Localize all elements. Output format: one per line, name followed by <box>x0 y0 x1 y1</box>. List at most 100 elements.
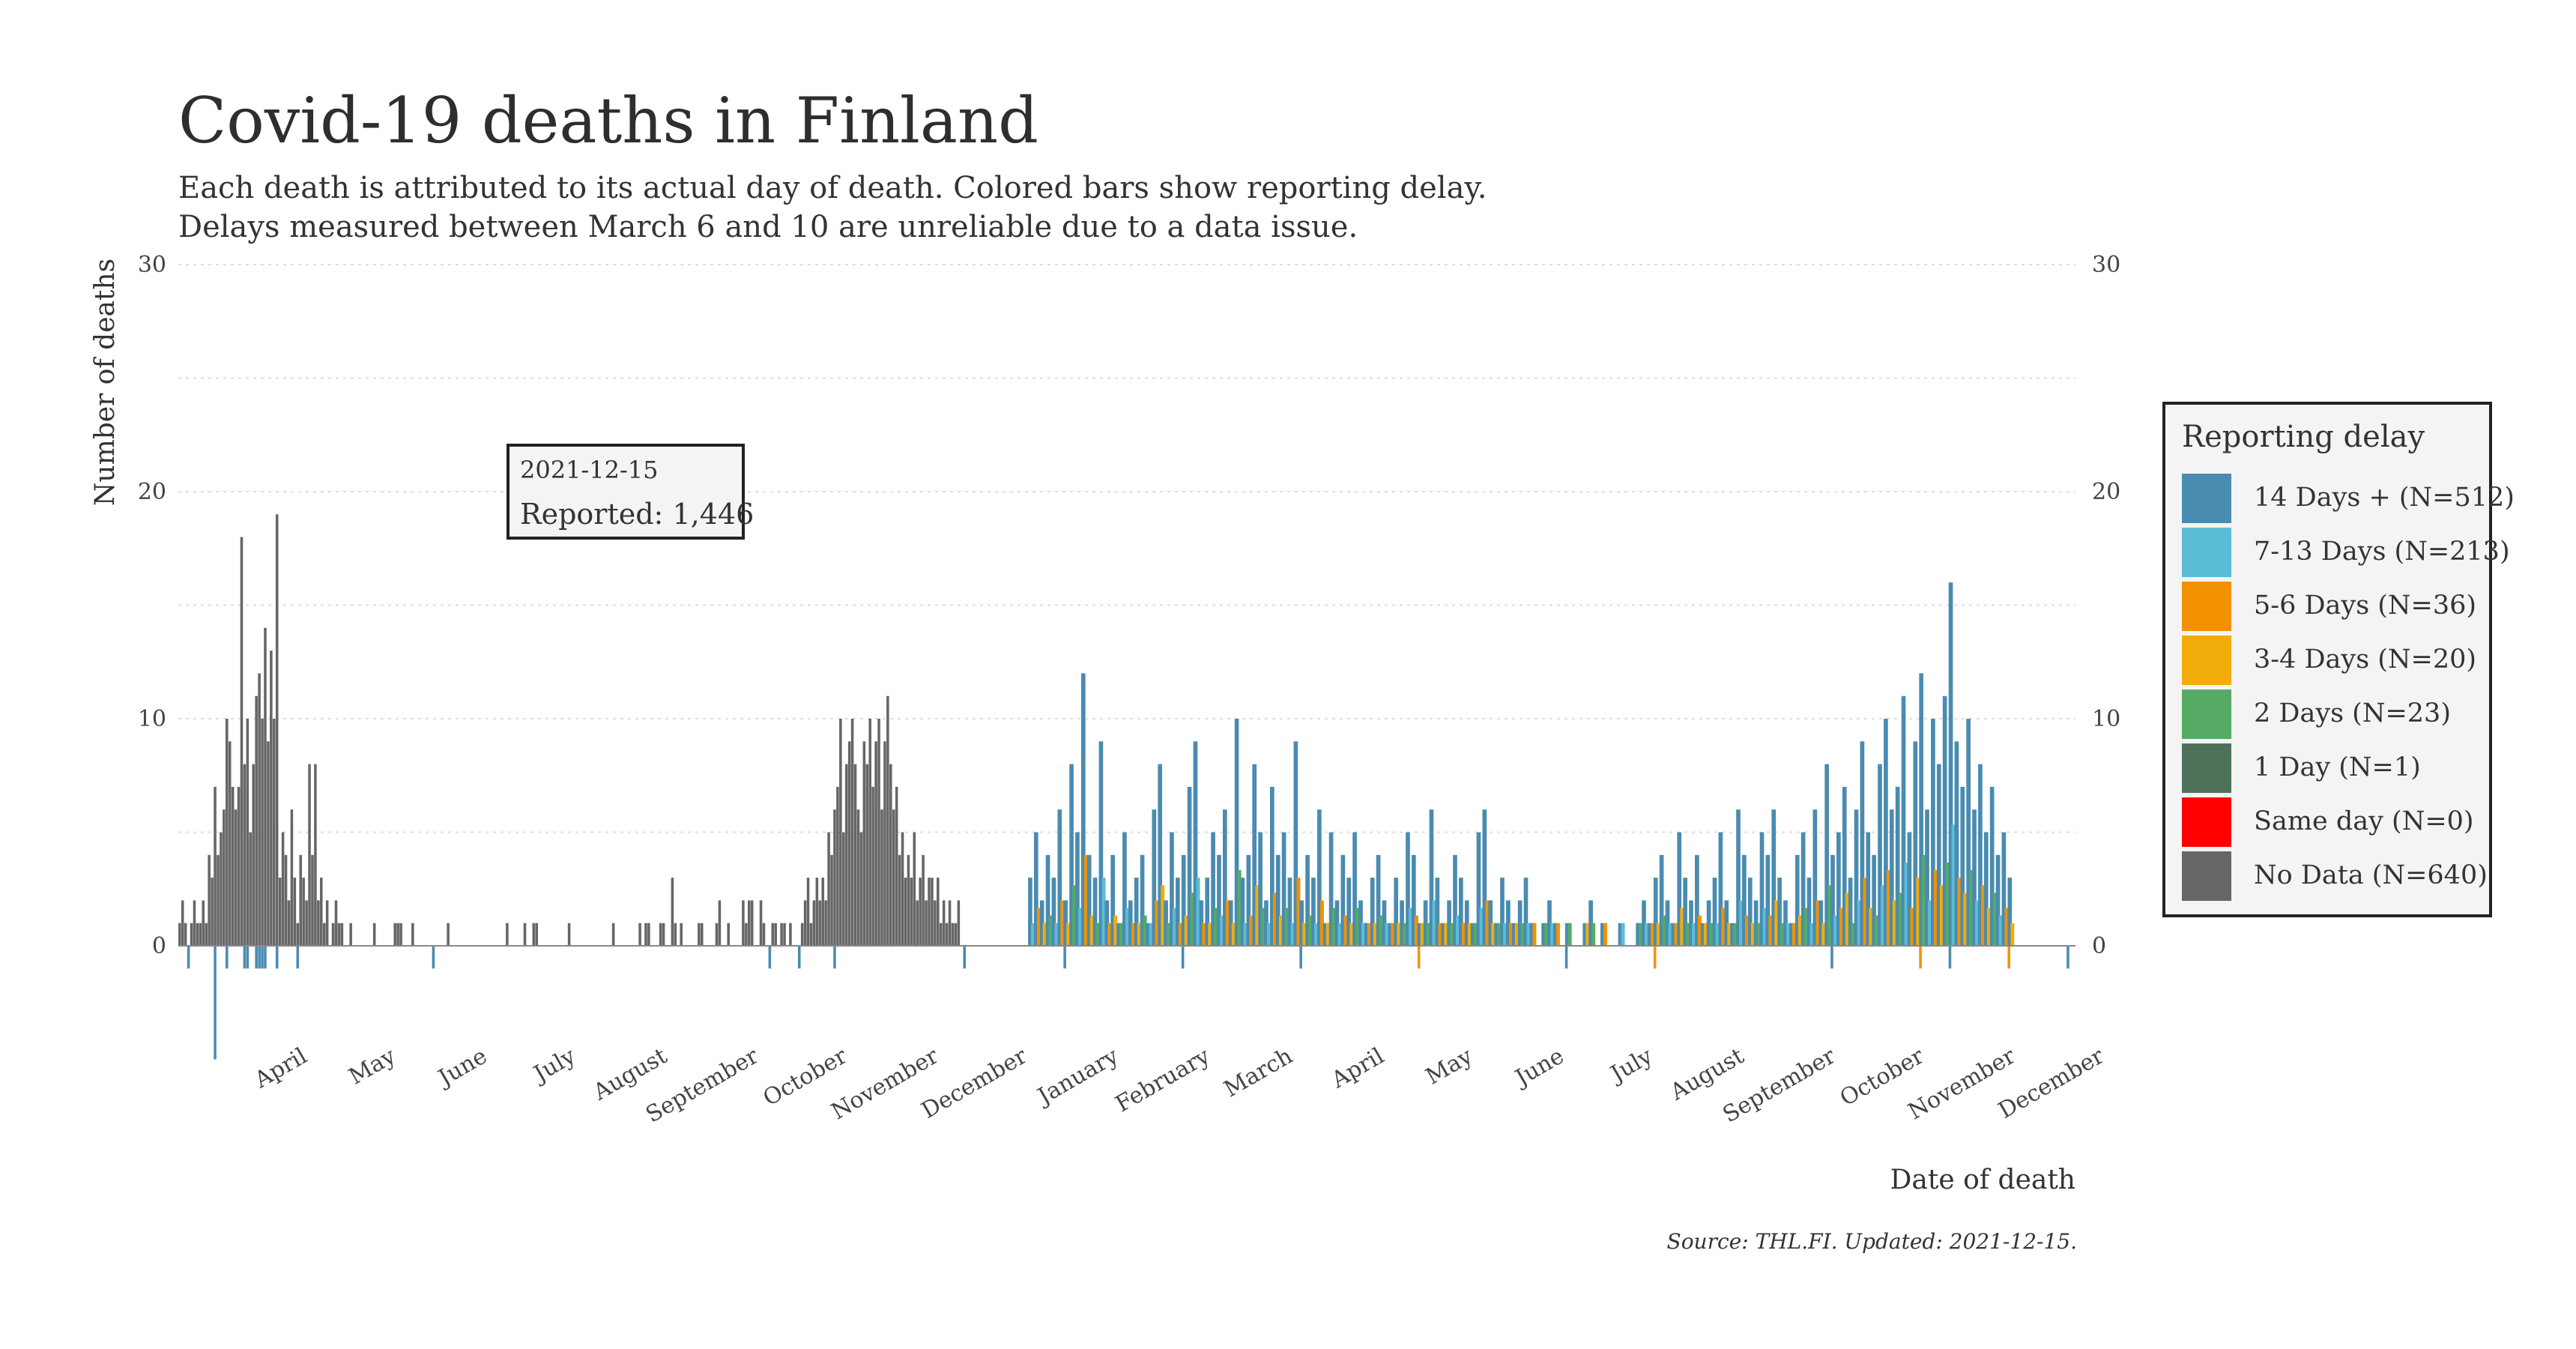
bar-no-data <box>700 923 704 946</box>
bar-delay-short <box>1325 923 1330 946</box>
bar-no-data <box>745 923 748 946</box>
bar-no-data <box>331 923 335 946</box>
x-tick-label: May <box>345 1043 400 1090</box>
x-tick-label: July <box>527 1043 580 1089</box>
bar-delay-14plus <box>1039 900 1044 946</box>
bar-no-data <box>284 854 288 946</box>
bar-negative-correction <box>1830 946 1833 969</box>
bar-negative-correction <box>258 946 261 969</box>
bar-delay-short <box>1042 923 1047 946</box>
bar-delay-short <box>1928 900 1932 946</box>
legend-item: 7-13 Days (N=213) <box>2182 528 2510 579</box>
bar-delay-14plus <box>1671 923 1676 946</box>
bar-delay-14plus <box>1258 832 1263 946</box>
bar-delay-short <box>1231 923 1236 946</box>
bar-delay-14plus <box>1193 741 1198 946</box>
bar-no-data <box>789 923 792 946</box>
bar-delay-short <box>1167 923 1171 946</box>
bar-no-data <box>957 900 961 946</box>
bar-no-data <box>308 764 311 946</box>
bar-no-data <box>904 878 907 946</box>
bar-no-data <box>278 878 282 946</box>
bar-delay-14plus <box>1582 923 1588 946</box>
bar-no-data <box>243 764 247 946</box>
bar-negative-correction <box>963 946 966 969</box>
legend-item: No Data (N=640) <box>2182 851 2488 902</box>
bar-delay-14plus <box>1665 900 1670 946</box>
bar-delay-short <box>1715 923 1720 946</box>
bar-negative-correction <box>1181 946 1185 969</box>
bar-delay-14plus <box>1695 854 1699 946</box>
legend-label: 3-4 Days (N=20) <box>2254 645 2477 674</box>
bar-delay-14plus <box>1806 878 1812 946</box>
bar-delay-14plus <box>1400 900 1404 946</box>
bar-no-data <box>842 832 845 946</box>
bar-delay-short <box>1998 915 2003 946</box>
bar-no-data <box>803 900 807 946</box>
bar-no-data <box>925 900 928 946</box>
bar-delay-short <box>1768 915 1773 946</box>
bar-no-data <box>281 832 285 946</box>
bar-negative-correction <box>1564 946 1568 969</box>
bar-delay-14plus <box>1423 900 1428 946</box>
bar-delay-short <box>1450 923 1454 946</box>
bar-no-data <box>196 923 199 946</box>
bar-delay-14plus <box>1234 719 1239 946</box>
bar-delay-short <box>1178 923 1182 946</box>
bar-delay-14plus <box>1689 900 1693 946</box>
bar-no-data <box>771 923 775 946</box>
bar-delay-short <box>1255 885 1260 946</box>
bar-no-data <box>856 809 860 946</box>
bar-no-data <box>839 719 842 946</box>
bar-delay-14plus <box>1541 923 1546 946</box>
bar-no-data <box>815 878 819 946</box>
bar-no-data <box>184 923 187 946</box>
bar-no-data <box>325 900 329 946</box>
bar-no-data <box>567 923 571 946</box>
bar-no-data <box>919 878 922 946</box>
bar-no-data <box>750 900 754 946</box>
bar-delay-14plus <box>1801 832 1806 946</box>
bar-delay-14plus <box>1954 741 1959 946</box>
bar-negative-correction <box>833 946 836 969</box>
bar-delay-short <box>1939 885 1944 946</box>
bar-delay-14plus <box>1217 854 1221 946</box>
bar-delay-short <box>1261 908 1266 946</box>
bar-delay-14plus <box>1134 878 1139 946</box>
y-tick-label-left: 10 <box>138 706 166 732</box>
chart-subtitle-line-2: Delays measured between March 6 and 10 a… <box>178 210 1358 244</box>
bar-delay-short <box>1963 893 1968 946</box>
bar-delay-14plus <box>1211 832 1215 946</box>
bar-delay-short <box>1508 923 1513 946</box>
bar-delay-14plus <box>1747 878 1753 946</box>
bar-delay-short <box>1792 923 1796 946</box>
bar-delay-short <box>1774 900 1779 946</box>
bar-no-data <box>780 923 783 946</box>
bar-no-data <box>844 764 848 946</box>
bar-delay-short <box>1526 923 1531 946</box>
bar-delay-short <box>1969 870 1974 946</box>
bar-delay-14plus <box>1352 832 1357 946</box>
bar-delay-short <box>1143 915 1147 946</box>
bar-delay-14plus <box>1482 809 1487 946</box>
bar-delay-14plus <box>1305 854 1310 946</box>
bar-delay-14plus <box>1995 854 2001 946</box>
bar-delay-14plus <box>1771 809 1777 946</box>
bar-delay-14plus <box>1966 719 1971 946</box>
bar-delay-14plus <box>1931 719 1935 946</box>
bar-delay-14plus <box>1547 900 1552 946</box>
legend: Reporting delay 14 Days + (N=512) 7-13 Da… <box>2162 402 2515 917</box>
bar-delay-14plus <box>1470 923 1475 946</box>
bar-delay-short <box>1585 923 1590 946</box>
bar-no-data <box>895 786 898 946</box>
bar-no-data <box>812 900 816 946</box>
bar-no-data <box>922 854 925 946</box>
y-tick-label-right: 20 <box>2092 479 2120 505</box>
bar-delay-14plus <box>1659 854 1664 946</box>
bar-no-data <box>178 923 181 946</box>
bar-delay-14plus <box>1116 923 1121 946</box>
x-tick-label: July <box>1604 1043 1657 1089</box>
bar-delay-14plus <box>1636 923 1640 946</box>
bar-no-data <box>399 923 402 946</box>
bar-delay-14plus <box>1086 854 1092 946</box>
